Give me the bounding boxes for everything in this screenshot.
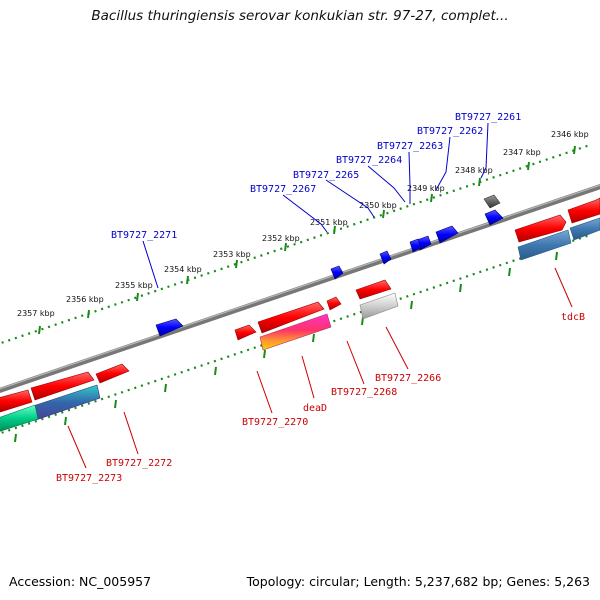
scale-label-2352: 2352 kbp (262, 234, 300, 243)
gene-block (95, 363, 130, 384)
gene-label-tdcb: tdcB (561, 312, 585, 323)
map-title: Bacillus thuringiensis serovar konkukian… (91, 8, 509, 24)
top-label-leaders (142, 122, 489, 289)
gene-block (379, 250, 392, 265)
gene-block (359, 292, 399, 320)
scale-label-2355: 2355 kbp (115, 281, 153, 290)
gene-block (484, 209, 504, 226)
gene-label-bt9727-2263: BT9727_2263 (377, 141, 443, 152)
outer-scale-ticks (38, 145, 576, 335)
scale-label-2357: 2357 kbp (17, 309, 55, 318)
scale-label-2354: 2354 kbp (164, 265, 202, 274)
gene-block (483, 194, 501, 209)
scale-label-2347: 2347 kbp (503, 148, 541, 157)
gene-label-bt9727-2272: BT9727_2272 (106, 458, 172, 469)
bottom-gene-labels: tdcB BT9727_2266 BT9727_2268 deaD BT9727… (56, 312, 585, 484)
forward-strand-genes (0, 194, 600, 413)
gene-label-bt9727-2270: BT9727_2270 (242, 417, 308, 428)
bottom-label-leaders (67, 267, 573, 469)
gene-block (355, 279, 392, 300)
gene-label-bt9727-2271: BT9727_2271 (111, 230, 177, 241)
gene-block (514, 214, 567, 243)
gene-block (257, 301, 325, 334)
inner-scale-ticks (14, 251, 558, 443)
scale-label-2351: 2351 kbp (310, 218, 348, 227)
gene-block (330, 265, 344, 280)
gene-block (30, 371, 95, 401)
gene-label-bt9727-2273: BT9727_2273 (56, 473, 122, 484)
top-gene-labels: BT9727_2261 BT9727_2262 BT9727_2263 BT97… (111, 112, 521, 241)
gene-block (234, 324, 257, 341)
gene-block (409, 238, 422, 253)
gene-block (0, 404, 39, 432)
gene-block (435, 225, 459, 244)
gene-block (517, 229, 572, 261)
gene-label-dead: deaD (303, 403, 327, 414)
scale-label-2349: 2349 kbp (407, 184, 445, 193)
genome-stats-text: Topology: circular; Length: 5,237,682 bp… (246, 574, 590, 589)
gene-label-bt9727-2262: BT9727_2262 (417, 126, 483, 137)
gene-label-bt9727-2268: BT9727_2268 (331, 387, 397, 398)
scale-label-2350: 2350 kbp (359, 201, 397, 210)
gene-label-bt9727-2264: BT9727_2264 (336, 155, 402, 166)
gene-label-bt9727-2267: BT9727_2267 (250, 184, 316, 195)
gene-block (259, 313, 332, 351)
gene-label-bt9727-2266: BT9727_2266 (375, 373, 441, 384)
scale-labels: 2346 kbp 2347 kbp 2348 kbp 2349 kbp 2350… (17, 130, 589, 318)
scale-label-2346: 2346 kbp (551, 130, 589, 139)
scale-label-2356: 2356 kbp (66, 295, 104, 304)
scale-label-2353: 2353 kbp (213, 250, 251, 259)
gene-block (0, 389, 33, 413)
gene-block (569, 217, 600, 241)
genome-backbone (0, 184, 600, 393)
gene-label-bt9727-2265: BT9727_2265 (293, 170, 359, 181)
reverse-strand-genes (0, 217, 600, 432)
gene-block (567, 197, 600, 224)
gene-block (326, 296, 342, 311)
scale-label-2348: 2348 kbp (455, 166, 493, 175)
accession-text: Accession: NC_005957 (9, 574, 152, 589)
gene-block (155, 318, 184, 337)
gene-label-bt9727-2261: BT9727_2261 (455, 112, 521, 123)
